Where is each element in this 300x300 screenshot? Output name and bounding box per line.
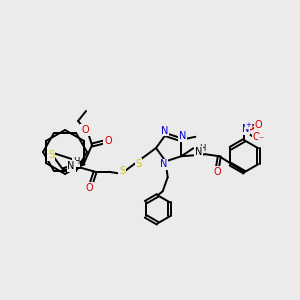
Text: N: N: [178, 131, 186, 141]
Text: S: S: [136, 159, 142, 169]
Text: N: N: [195, 147, 202, 157]
Text: O: O: [253, 132, 260, 142]
Text: N: N: [160, 159, 167, 169]
Text: H: H: [73, 157, 79, 166]
Text: S: S: [48, 150, 54, 160]
Text: O: O: [85, 183, 93, 193]
Text: N: N: [68, 161, 75, 171]
Text: N: N: [161, 126, 168, 136]
Text: O: O: [254, 120, 262, 130]
Text: N: N: [242, 124, 249, 134]
Text: O: O: [214, 167, 221, 177]
Text: O: O: [81, 125, 89, 135]
Text: H: H: [199, 144, 206, 153]
Text: O: O: [104, 136, 112, 146]
Text: ⁻: ⁻: [259, 135, 264, 145]
Text: S: S: [119, 166, 125, 176]
Text: +: +: [245, 122, 251, 128]
